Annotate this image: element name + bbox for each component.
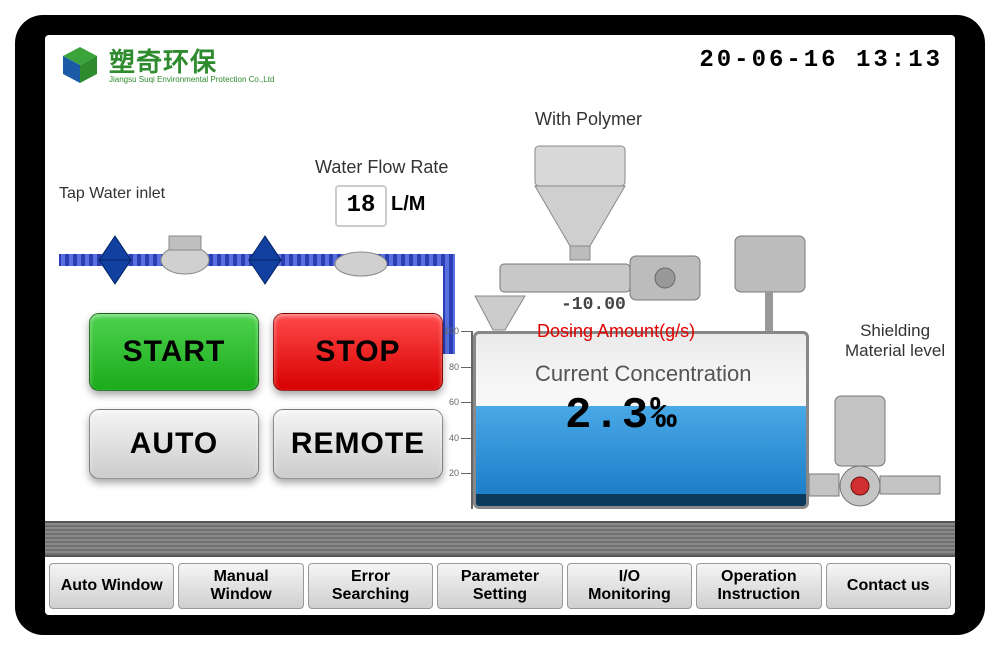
tab-manual-window[interactable]: Manual Window xyxy=(178,563,303,609)
tap-water-inlet-label: Tap Water inlet xyxy=(59,185,165,203)
datetime-display: 20-06-16 13:13 xyxy=(699,43,943,74)
start-button[interactable]: START xyxy=(89,313,259,391)
tablet-frame: 塑奇环保 Jiangsu Suqi Environmental Protecti… xyxy=(15,15,985,635)
mixing-tank: -10.00 Dosing Amount(g/s) Current Concen… xyxy=(473,331,809,509)
logo-cube-icon xyxy=(57,43,103,89)
tab-error-search[interactable]: Error Searching xyxy=(308,563,433,609)
with-polymer-label: With Polymer xyxy=(535,109,642,130)
tank-level-ruler: 100 80 60 40 20 xyxy=(457,331,473,509)
concentration-label: Current Concentration xyxy=(535,361,751,387)
control-button-grid: START STOP AUTO REMOTE xyxy=(89,313,443,479)
bottom-tab-bar: Auto Window Manual Window Error Searchin… xyxy=(45,557,955,615)
feeder-motor-icon xyxy=(500,256,700,300)
discharge-pump-icon xyxy=(809,396,940,506)
polymer-hopper-icon xyxy=(535,146,625,260)
tab-parameter[interactable]: Parameter Setting xyxy=(437,563,562,609)
logo-text-cn: 塑奇环保 xyxy=(109,49,274,75)
process-diagram: Tap Water inlet Water Flow Rate 18 L/M W… xyxy=(45,95,955,557)
tank-funnel-icon xyxy=(475,296,525,330)
hmi-screen: 塑奇环保 Jiangsu Suqi Environmental Protecti… xyxy=(45,35,955,615)
tab-contact[interactable]: Contact us xyxy=(826,563,951,609)
water-flow-rate-value: 18 xyxy=(335,185,387,227)
floor-strip xyxy=(45,521,955,557)
dosing-amount-label: Dosing Amount(g/s) xyxy=(537,321,695,342)
stop-button[interactable]: STOP xyxy=(273,313,443,391)
tab-auto-window[interactable]: Auto Window xyxy=(49,563,174,609)
water-flow-rate-unit: L/M xyxy=(391,193,425,216)
auto-button[interactable]: AUTO xyxy=(89,409,259,479)
tab-operation[interactable]: Operation Instruction xyxy=(696,563,821,609)
logo-text-en: Jiangsu Suqi Environmental Protection Co… xyxy=(109,75,274,84)
remote-button[interactable]: REMOTE xyxy=(273,409,443,479)
concentration-value: 2.3‰ xyxy=(565,391,679,441)
header: 塑奇环保 Jiangsu Suqi Environmental Protecti… xyxy=(57,43,943,89)
dosing-amount-value: -10.00 xyxy=(561,295,626,315)
water-flow-rate-label: Water Flow Rate xyxy=(315,157,448,178)
tab-io-monitoring[interactable]: I/O Monitoring xyxy=(567,563,692,609)
company-logo: 塑奇环保 Jiangsu Suqi Environmental Protecti… xyxy=(57,43,274,89)
tank-sediment xyxy=(476,494,806,506)
shielding-level-label: Shielding Material level xyxy=(845,321,945,361)
